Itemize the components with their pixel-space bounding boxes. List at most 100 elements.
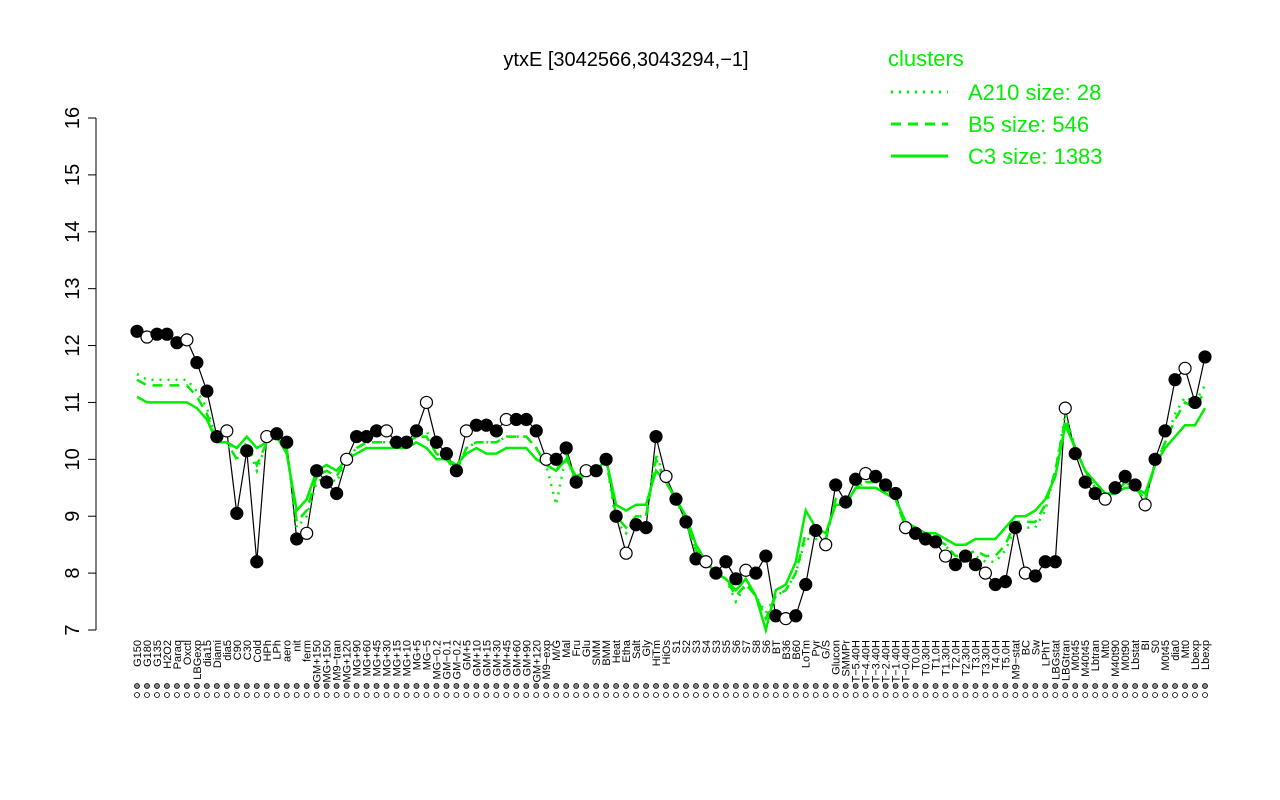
x-tick-marker [1182,692,1188,698]
x-tick-label: T1.30H [940,640,952,676]
data-point [789,609,803,623]
x-tick-label: S3 [711,640,723,653]
y-tick-label: 8 [62,568,84,579]
x-tick-marker [812,683,819,689]
x-tick-marker [1062,692,1069,698]
x-tick-marker [1032,683,1039,689]
data-point [529,424,543,438]
x-tick-marker [483,683,490,689]
data-point [649,429,663,444]
x-tick-label: S2 [681,640,693,653]
x-tick-marker [623,683,629,689]
x-tick-marker [233,683,240,689]
y-axis: 7 8 9 10 11 12 13 14 15 16 [62,107,97,636]
x-tick-marker [952,692,959,698]
x-tick-marker [403,692,410,698]
x-tick-label: S6 [761,640,773,653]
data-point [250,555,264,569]
y-tick-label: 14 [62,221,84,243]
legend-title: clusters [888,46,964,71]
x-tick-marker [822,683,829,689]
x-tick-marker [253,683,260,689]
x-tick-marker [1072,683,1079,689]
x-tick-marker [752,692,759,698]
data-point [829,478,843,492]
x-tick-label: GM+90 [521,640,533,676]
x-tick-marker [303,683,310,689]
x-tick-marker [164,683,170,689]
x-tick-marker [293,683,300,689]
x-tick-marker [892,683,899,689]
x-tick-marker [453,692,460,698]
data-point [200,384,214,398]
x-tick-label: Oxctl [182,640,194,665]
y-tick-label: 10 [62,448,84,470]
x-tick-label: M9−stat [1010,640,1022,679]
data-point [1138,498,1152,512]
x-tick-marker [802,683,809,689]
data-point [1008,520,1022,535]
x-tick-label: GM+120 [531,640,543,683]
data-point [699,555,713,569]
x-tick-label: LPhT [1040,640,1052,667]
x-tick-label: M9−tran [332,640,344,681]
data-point [679,515,693,529]
x-tick-marker [1152,683,1158,689]
x-tick-marker [1092,683,1099,689]
data-point [898,520,913,535]
data-point [869,469,883,483]
x-tick-label: BT [771,640,783,654]
x-tick-marker [243,683,250,689]
x-tick-marker [353,683,360,689]
x-tick-label: B36 [781,640,793,660]
x-tick-marker [373,692,380,698]
x-tick-marker [463,692,470,698]
x-tick-marker [283,683,290,689]
x-tick-marker [413,692,420,698]
x-tick-label: SMM [591,640,603,666]
x-tick-label: GM−0.2 [451,640,463,679]
x-tick-label: Mt0 [1180,640,1192,658]
x-tick-marker [683,692,689,698]
x-tick-label: Diami [212,640,224,668]
data-point [1078,475,1092,489]
x-tick-marker [892,692,899,698]
data-point [609,509,623,523]
x-tick-label: Etha [621,639,633,663]
x-tick-marker [912,692,919,698]
x-tick-marker [263,692,270,698]
x-tick-label: T3.30H [980,640,992,676]
data-point [359,429,374,444]
x-tick-label: T−3.40H [871,640,883,683]
x-tick-label: T4.0H [990,640,1002,670]
data-point [1178,361,1192,375]
x-tick-marker [273,683,280,689]
x-tick-label: S4 [701,640,713,653]
x-tick-marker [1002,692,1009,698]
x-tick-marker [1052,683,1059,689]
x-tick-marker [812,692,819,698]
x-tick-marker [623,692,629,698]
data-point [938,549,953,563]
x-tick-marker [1102,683,1109,689]
x-tick-label: M40t90 [1110,640,1122,677]
data-point [1108,481,1122,495]
x-tick-marker [293,692,300,698]
x-tick-label: T2.0H [950,640,962,670]
x-tick-label: Pyr [811,640,823,657]
x-tick-label: MG+5 [411,640,423,670]
x-tick-marker [174,683,180,689]
x-tick-marker [782,683,789,689]
x-tick-marker [1002,683,1009,689]
x-tick-marker [703,692,709,698]
x-tick-marker [433,692,440,698]
x-tick-marker [972,683,979,689]
x-tick-marker [1092,692,1099,698]
data-point [429,435,444,449]
x-axis: G150G180G135H2O2ParaqOxctlLBGexpdia15Dia… [132,639,1212,698]
x-tick-marker [772,683,779,689]
x-tick-marker [193,692,200,698]
x-tick-marker [633,683,639,689]
x-tick-marker [752,683,759,689]
x-tick-label: BMM [601,640,613,666]
